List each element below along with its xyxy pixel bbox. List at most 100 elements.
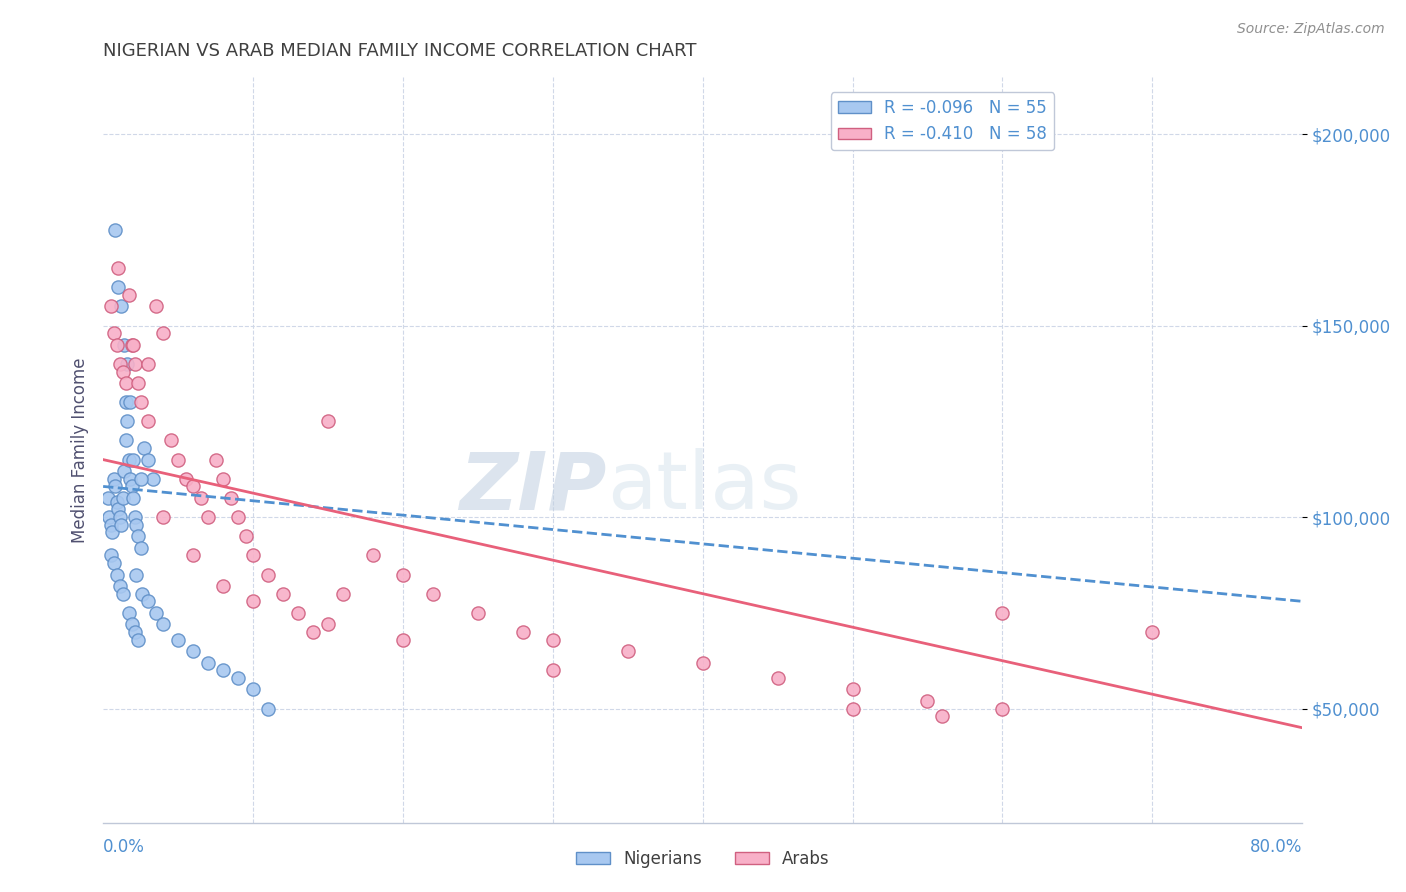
Point	[190, 491, 212, 505]
Point	[122, 452, 145, 467]
Point	[120, 472, 142, 486]
Point	[104, 223, 127, 237]
Point	[105, 494, 128, 508]
Point	[117, 452, 139, 467]
Point	[692, 656, 714, 670]
Point	[242, 594, 264, 608]
Legend: R = -0.096   N = 55, R = -0.410   N = 58: R = -0.096 N = 55, R = -0.410 N = 58	[831, 93, 1054, 150]
Point	[100, 517, 122, 532]
Point	[115, 414, 138, 428]
Point	[181, 549, 204, 563]
Point	[197, 656, 219, 670]
Point	[107, 502, 129, 516]
Point	[122, 491, 145, 505]
Point	[112, 464, 135, 478]
Point	[226, 671, 249, 685]
Point	[181, 644, 204, 658]
Point	[841, 682, 863, 697]
Text: 0.0%: 0.0%	[103, 838, 145, 856]
Point	[541, 632, 564, 647]
Point	[152, 510, 174, 524]
Point	[316, 414, 339, 428]
Point	[616, 644, 638, 658]
Point	[152, 326, 174, 341]
Point	[121, 479, 143, 493]
Point	[111, 364, 134, 378]
Point	[512, 624, 534, 639]
Point	[111, 491, 134, 505]
Point	[226, 510, 249, 524]
Text: atlas: atlas	[607, 449, 801, 526]
Point	[132, 441, 155, 455]
Point	[104, 479, 127, 493]
Point	[124, 510, 146, 524]
Point	[98, 510, 121, 524]
Point	[142, 472, 165, 486]
Point	[242, 549, 264, 563]
Point	[136, 357, 159, 371]
Point	[100, 549, 122, 563]
Point	[108, 579, 131, 593]
Point	[392, 567, 415, 582]
Point	[97, 491, 120, 505]
Point	[114, 434, 136, 448]
Point	[212, 579, 235, 593]
Point	[841, 701, 863, 715]
Point	[117, 606, 139, 620]
Point	[103, 326, 125, 341]
Point	[127, 376, 149, 390]
Point	[271, 587, 294, 601]
Point	[392, 632, 415, 647]
Point	[287, 606, 309, 620]
Point	[124, 624, 146, 639]
Point	[112, 337, 135, 351]
Point	[467, 606, 489, 620]
Point	[136, 452, 159, 467]
Point	[100, 300, 122, 314]
Point	[332, 587, 354, 601]
Point	[103, 472, 125, 486]
Point	[117, 288, 139, 302]
Point	[219, 491, 242, 505]
Point	[181, 479, 204, 493]
Point	[114, 376, 136, 390]
Point	[105, 567, 128, 582]
Point	[257, 701, 280, 715]
Text: ZIP: ZIP	[460, 449, 607, 526]
Point	[145, 606, 167, 620]
Point	[422, 587, 444, 601]
Point	[316, 617, 339, 632]
Point	[111, 587, 134, 601]
Point	[129, 541, 152, 555]
Point	[136, 414, 159, 428]
Point	[127, 632, 149, 647]
Point	[991, 606, 1014, 620]
Legend: Nigerians, Arabs: Nigerians, Arabs	[569, 844, 837, 875]
Point	[127, 529, 149, 543]
Point	[766, 671, 789, 685]
Point	[105, 337, 128, 351]
Point	[145, 300, 167, 314]
Point	[114, 395, 136, 409]
Point	[159, 434, 181, 448]
Text: Source: ZipAtlas.com: Source: ZipAtlas.com	[1237, 22, 1385, 37]
Point	[257, 567, 280, 582]
Point	[124, 357, 146, 371]
Point	[110, 300, 132, 314]
Point	[136, 594, 159, 608]
Point	[131, 587, 153, 601]
Point	[129, 472, 152, 486]
Point	[917, 694, 939, 708]
Point	[167, 632, 190, 647]
Point	[125, 517, 148, 532]
Point	[235, 529, 257, 543]
Point	[125, 567, 148, 582]
Point	[121, 617, 143, 632]
Point	[107, 280, 129, 294]
Text: 80.0%: 80.0%	[1250, 838, 1302, 856]
Text: NIGERIAN VS ARAB MEDIAN FAMILY INCOME CORRELATION CHART: NIGERIAN VS ARAB MEDIAN FAMILY INCOME CO…	[103, 42, 696, 60]
Point	[108, 510, 131, 524]
Point	[122, 337, 145, 351]
Point	[152, 617, 174, 632]
Y-axis label: Median Family Income: Median Family Income	[72, 358, 89, 543]
